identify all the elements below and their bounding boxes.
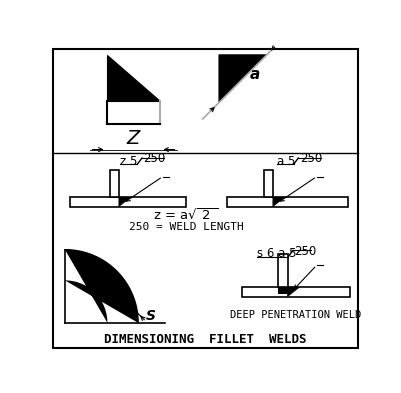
Text: z 5: z 5 [120,154,138,168]
Text: DEEP PENETRATION WELD: DEEP PENETRATION WELD [230,310,362,320]
Text: 250: 250 [144,152,166,165]
Text: 250: 250 [300,152,322,165]
Bar [278,253,288,287]
Bar [227,197,348,208]
Bar [263,170,273,197]
Polygon shape [219,55,267,103]
Polygon shape [65,250,138,323]
Bar [242,287,350,298]
Text: S: S [146,309,156,323]
Polygon shape [273,197,284,207]
Text: s 6 a 5: s 6 a 5 [257,247,297,260]
Polygon shape [107,55,160,101]
Text: z = a$\sqrt{\ 2\ }$: z = a$\sqrt{\ 2\ }$ [153,208,219,222]
Polygon shape [119,197,130,207]
Text: 250: 250 [294,245,317,258]
Text: a 5: a 5 [277,154,295,168]
Text: Z: Z [127,129,140,147]
Polygon shape [288,287,299,297]
Bar [278,287,288,294]
Bar [109,170,119,197]
Text: 250 = WELD LENGTH: 250 = WELD LENGTH [128,222,243,231]
Text: a: a [249,67,259,83]
Text: DIMENSIONING  FILLET  WELDS: DIMENSIONING FILLET WELDS [104,333,306,346]
Bar [71,197,186,208]
